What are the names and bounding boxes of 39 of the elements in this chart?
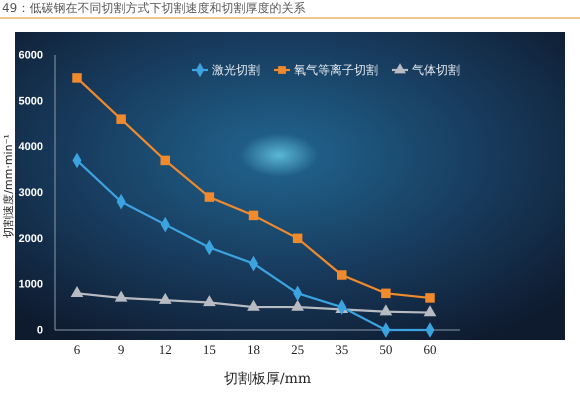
point (337, 270, 346, 280)
point (158, 292, 172, 304)
point (204, 192, 214, 202)
point (114, 290, 128, 302)
x-tick-label: 15 (202, 342, 216, 358)
point (247, 300, 260, 311)
legend-label: 气体切割 (412, 63, 460, 77)
x-tick-label: 18 (247, 342, 260, 358)
point (116, 114, 126, 124)
x-tick-label: 9 (118, 342, 124, 358)
y-tick-label: 5000 (18, 95, 43, 108)
legend-label: 氧气等离子切割 (294, 63, 378, 77)
y-tick-label: 4000 (18, 141, 43, 154)
x-axis-title: 切割板厚/mm (224, 371, 312, 387)
x-tick-label: 50 (379, 342, 392, 358)
point (160, 156, 170, 166)
y-tick-label: 2000 (18, 232, 43, 245)
y-tick-label: 3000 (18, 187, 43, 200)
point (424, 305, 436, 316)
point (248, 210, 258, 220)
point (70, 286, 84, 298)
point (292, 234, 302, 244)
y-tick-label: 1000 (18, 278, 43, 291)
chart-title: 49：低碳钢在不同切割方式下切割速度和切割厚度的关系 (2, 1, 306, 15)
y-tick-label: 0 (36, 324, 43, 337)
legend-label: 激光切割 (212, 63, 260, 77)
point (72, 73, 82, 83)
y-tick-label: 6000 (18, 50, 43, 62)
x-tick-label: 6 (74, 342, 81, 358)
x-tick-label: 35 (335, 342, 348, 358)
point (425, 293, 435, 303)
point (203, 295, 216, 306)
y-axis-title: 切割速度/mm·min⁻¹ (2, 134, 15, 238)
point (380, 304, 392, 316)
point (291, 300, 304, 311)
x-tick-label: 25 (291, 342, 304, 358)
x-tick-label: 12 (158, 342, 172, 358)
x-tick-label: 60 (424, 342, 436, 358)
point (381, 288, 391, 298)
